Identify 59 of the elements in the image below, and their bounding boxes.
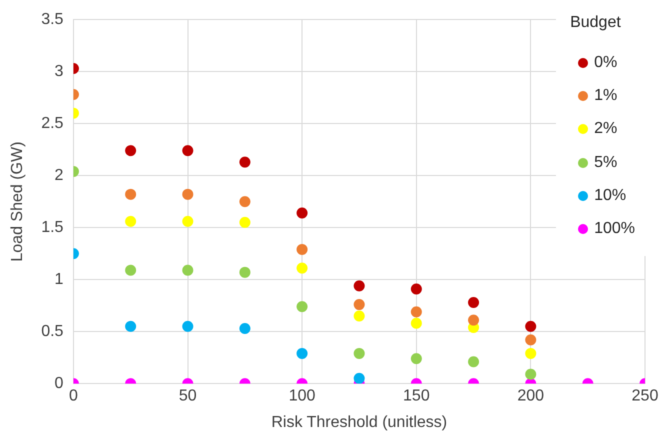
x-tick-label: 250	[632, 388, 658, 405]
point	[410, 306, 422, 318]
point	[125, 264, 136, 276]
y-tick-label: 0	[54, 375, 64, 392]
y-tick-label: 2	[54, 167, 64, 184]
point	[296, 348, 308, 359]
point	[468, 356, 480, 368]
point	[182, 264, 194, 276]
point	[354, 372, 365, 384]
point	[468, 296, 480, 308]
legend-label: 5%	[594, 154, 618, 172]
point	[125, 188, 136, 200]
point	[239, 156, 250, 168]
x-tick-label: 0	[68, 388, 78, 405]
legend-title: Budget	[570, 14, 622, 32]
point	[125, 216, 136, 227]
point	[354, 348, 365, 359]
point	[125, 320, 136, 332]
x-axis-title: Risk Threshold (unitless)	[271, 414, 448, 431]
point	[296, 208, 308, 219]
x-tick-label: 150	[403, 388, 430, 405]
point	[525, 334, 536, 346]
point	[410, 318, 422, 329]
y-tick-label: 1	[54, 271, 64, 288]
point	[239, 216, 250, 228]
point	[182, 188, 194, 200]
point	[182, 320, 194, 332]
point	[296, 301, 308, 312]
y-axis-title: Load Shed (GW)	[9, 142, 26, 262]
legend-label: 1%	[594, 86, 618, 105]
point	[525, 348, 536, 359]
y-tick-label: 0.5	[41, 323, 64, 340]
y-tick-label: 3	[54, 63, 64, 80]
x-tick-label: 200	[517, 388, 544, 405]
legend-label: 100%	[594, 220, 635, 238]
point	[468, 314, 480, 326]
point	[296, 244, 308, 255]
point	[125, 145, 136, 156]
point	[239, 266, 250, 278]
point	[354, 280, 365, 292]
legend-label: 0%	[594, 54, 618, 72]
point	[525, 320, 536, 332]
x-tick-label: 100	[288, 388, 316, 405]
y-tick-label: 3.5	[41, 11, 64, 28]
legend-label: 10%	[594, 186, 626, 205]
point	[354, 310, 365, 322]
legend-label: 2%	[594, 120, 618, 138]
point	[239, 322, 250, 334]
point	[296, 262, 308, 274]
point	[410, 353, 422, 364]
point	[410, 283, 422, 294]
point	[182, 145, 194, 156]
point	[354, 299, 365, 310]
x-tick-label: 50	[178, 388, 197, 405]
point	[182, 216, 194, 227]
point	[239, 196, 250, 208]
point	[525, 368, 536, 380]
y-tick-label: 1.5	[41, 219, 64, 236]
y-tick-label: 2.5	[41, 115, 64, 132]
